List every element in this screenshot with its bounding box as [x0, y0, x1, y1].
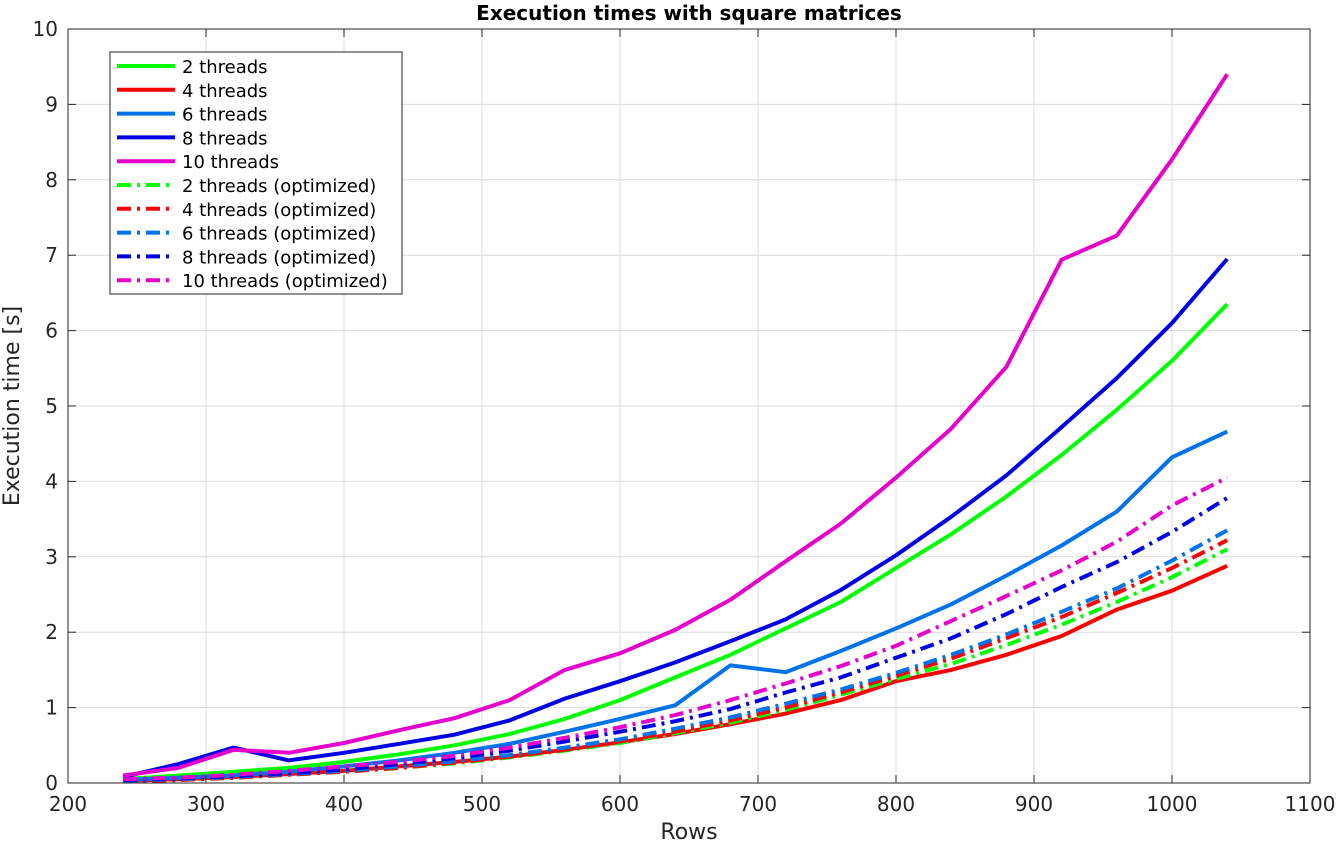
y-tick-label: 7	[45, 243, 58, 267]
y-axis-label: Execution time [s]	[0, 306, 25, 506]
y-tick-label: 1	[45, 696, 58, 720]
x-tick-label: 500	[463, 792, 501, 816]
legend-label-3: 6 threads	[182, 105, 268, 126]
ticks	[67, 28, 1311, 784]
legend-box	[109, 51, 403, 295]
legend-label-8: 6 threads (optimized)	[182, 224, 376, 245]
y-tick-label: 0	[45, 771, 58, 795]
series-line-5	[122, 73, 1229, 778]
x-tick-label: 1100	[1285, 792, 1336, 816]
y-tick-label: 8	[45, 168, 58, 192]
y-tick-label: 3	[45, 545, 58, 569]
x-tick-label: 300	[187, 792, 225, 816]
legend-label-7: 4 threads (optimized)	[182, 200, 376, 221]
legend-label-9: 8 threads (optimized)	[182, 247, 376, 268]
x-tick-label: 200	[49, 792, 87, 816]
y-tick-label: 5	[45, 394, 58, 418]
x-tick-label: 1000	[1147, 792, 1198, 816]
series-line-1	[123, 302, 1229, 782]
chart-title: Execution times with square matrices	[476, 1, 902, 25]
y-tick-label: 9	[45, 92, 58, 116]
series-layer	[122, 73, 1229, 784]
legend-label-5: 10 threads	[182, 152, 279, 173]
x-tick-label: 800	[877, 792, 915, 816]
legend-label-6: 2 threads (optimized)	[182, 176, 376, 197]
x-tick-label: 400	[325, 792, 363, 816]
series-line-9	[123, 496, 1229, 782]
x-axis-label: Rows	[660, 820, 717, 843]
y-tick-label: 6	[45, 319, 58, 343]
y-tick-label: 4	[45, 469, 58, 493]
x-tick-label: 900	[1015, 792, 1053, 816]
y-tick-label: 10	[33, 17, 58, 41]
x-tick-label: 600	[601, 792, 639, 816]
legend-label-10: 10 threads (optimized)	[182, 271, 388, 292]
tick-labels: 200 300 400 500 600 700 800 900 1000 1100 0 1 2 3 4 5 6 7…	[33, 17, 1336, 816]
legend-label-2: 4 threads	[182, 81, 268, 102]
y-tick-label: 2	[45, 620, 58, 644]
series-line-10	[123, 475, 1229, 782]
series-line-4	[122, 257, 1229, 779]
legend-label-1: 2 threads	[182, 57, 268, 78]
legend-label-4: 8 threads	[182, 128, 268, 149]
x-tick-label: 700	[739, 792, 777, 816]
